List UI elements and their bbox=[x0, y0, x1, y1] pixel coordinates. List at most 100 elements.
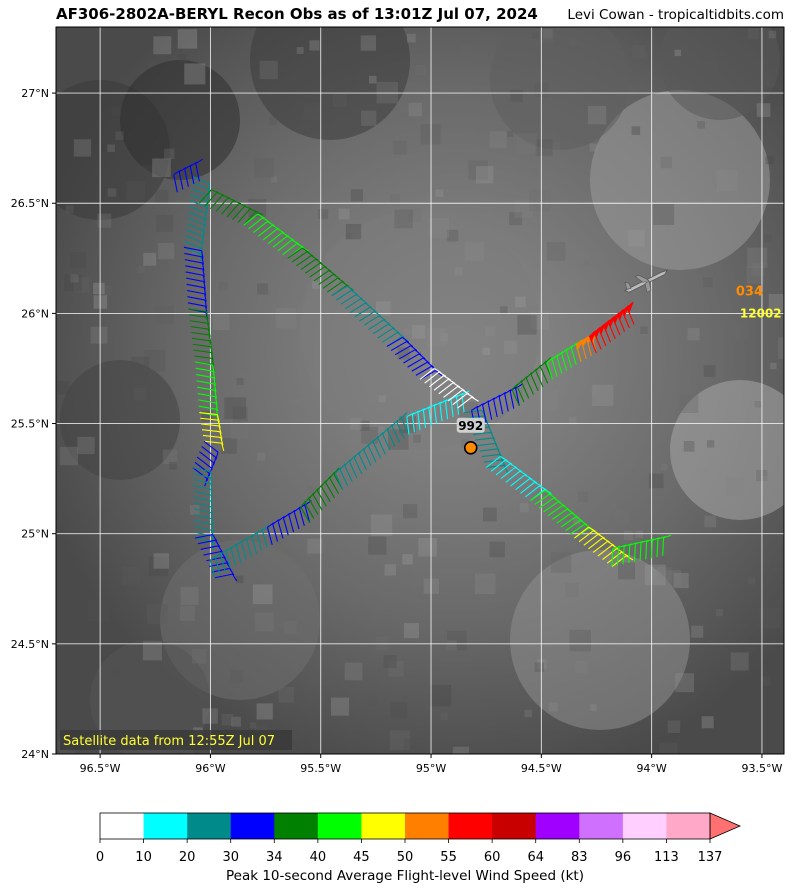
wind-barb-flag bbox=[209, 555, 218, 561]
wind-barb-staff bbox=[327, 281, 343, 293]
cloud-texture bbox=[77, 436, 95, 455]
wind-barb-staff bbox=[184, 259, 203, 264]
colorbar-tick-label: 45 bbox=[353, 850, 370, 865]
wind-barb-flag bbox=[324, 266, 332, 272]
wind-barb-staff bbox=[515, 478, 531, 491]
wind-barb-staff bbox=[194, 533, 213, 539]
wind-barb-flag bbox=[657, 535, 666, 540]
wind-barb-staff bbox=[204, 192, 218, 207]
cloud-texture bbox=[256, 703, 273, 720]
wind-barb-staff bbox=[186, 277, 204, 283]
wind-barb-staff bbox=[203, 440, 222, 444]
cloud-texture bbox=[697, 120, 706, 129]
wind-barb-flag bbox=[201, 256, 204, 265]
cloud-texture bbox=[408, 209, 422, 222]
wind-barb-staff bbox=[304, 505, 311, 523]
wind-barb-staff bbox=[186, 223, 204, 232]
cloud-texture bbox=[660, 463, 668, 471]
wind-barb-segment bbox=[183, 246, 208, 321]
cloud-texture bbox=[482, 347, 490, 356]
wind-barb-flag bbox=[210, 346, 213, 355]
wind-barb-staff bbox=[645, 541, 648, 560]
wind-barb-flag bbox=[406, 341, 414, 348]
latitude-ticks: 24°N 24.5°N 25°N 25.5°N 26°N 26.5°N 27°N bbox=[11, 87, 56, 761]
wind-barb-flag bbox=[291, 239, 300, 245]
cloud-texture bbox=[569, 629, 591, 652]
wind-barb-staff bbox=[210, 194, 223, 210]
wind-barb-staff bbox=[193, 349, 212, 354]
wind-barb-staff bbox=[198, 405, 217, 410]
wind-barb-staff bbox=[340, 294, 357, 305]
cloud-texture bbox=[111, 106, 121, 116]
cloud-texture bbox=[148, 556, 169, 577]
wind-barb-flag bbox=[556, 351, 564, 357]
longitude-tick-label: 96.5°W bbox=[80, 762, 121, 775]
wind-barb-staff bbox=[196, 456, 212, 469]
wind-barb-flag bbox=[466, 393, 475, 399]
cloud-texture bbox=[489, 541, 505, 558]
wind-barb-staff bbox=[193, 508, 212, 514]
wind-barb-flag bbox=[629, 542, 638, 546]
cloud-texture bbox=[226, 206, 239, 219]
wind-barb-staff bbox=[452, 393, 468, 405]
wind-barb-flag bbox=[195, 158, 203, 165]
cloud-texture bbox=[107, 188, 117, 197]
wind-barb-flag bbox=[217, 420, 221, 429]
wind-barb-flag bbox=[471, 405, 479, 411]
wind-barb-flag bbox=[448, 378, 456, 384]
wind-barb-flag bbox=[435, 370, 443, 376]
wind-barb-flag bbox=[618, 544, 627, 549]
wind-barb-staff bbox=[230, 548, 237, 566]
cloud-texture bbox=[270, 752, 277, 754]
wind-barb-staff bbox=[570, 347, 577, 365]
wind-barb-staff bbox=[186, 289, 205, 295]
wind-barb-flag bbox=[214, 396, 218, 405]
wind-barb-flag bbox=[210, 489, 213, 498]
wind-barb-flag bbox=[216, 414, 220, 423]
wind-barb-flag bbox=[397, 332, 405, 338]
wind-barb-staff bbox=[455, 396, 460, 415]
wind-barb-staff bbox=[282, 517, 289, 536]
cloud-texture bbox=[236, 378, 244, 386]
cloud-texture bbox=[338, 208, 350, 220]
cloud-texture bbox=[133, 387, 147, 401]
cloud-texture bbox=[675, 673, 695, 693]
wind-barb-flag bbox=[492, 437, 498, 446]
wind-barb-staff bbox=[574, 526, 590, 539]
wind-barb-flag bbox=[227, 197, 236, 202]
wind-barb-staff bbox=[457, 396, 473, 409]
cloud-texture bbox=[746, 266, 764, 284]
wind-barb-staff bbox=[199, 411, 218, 416]
wind-barb-flag bbox=[220, 437, 224, 446]
wind-barb-staff bbox=[325, 482, 335, 499]
cloud-texture bbox=[153, 36, 172, 55]
cloud-texture bbox=[532, 32, 539, 39]
cloud-texture bbox=[589, 143, 598, 152]
wind-barb-flag bbox=[210, 352, 214, 361]
dropsonde-id: 034 bbox=[736, 284, 763, 299]
cloud-texture bbox=[142, 165, 154, 177]
wind-barb-staff bbox=[185, 235, 203, 243]
wind-barb-staff bbox=[316, 490, 327, 507]
wind-barb-flag bbox=[426, 361, 434, 368]
cloud-texture bbox=[440, 712, 448, 721]
wind-barb-flag bbox=[515, 383, 523, 389]
cloud-texture bbox=[514, 199, 533, 218]
cloud-texture bbox=[93, 282, 105, 295]
cloud-texture bbox=[232, 406, 248, 422]
cloud-texture bbox=[375, 301, 391, 316]
wind-barb-flag bbox=[257, 213, 265, 219]
wind-barb-staff bbox=[189, 199, 207, 208]
wind-barb-flag bbox=[346, 285, 354, 292]
cloud-texture bbox=[763, 234, 772, 243]
cloud-texture bbox=[428, 217, 449, 239]
wind-barb-staff bbox=[515, 388, 520, 407]
wind-barb-flag bbox=[611, 544, 620, 550]
colorbar-extend-arrow bbox=[709, 812, 742, 840]
cloud-texture bbox=[191, 649, 207, 664]
cloud-texture bbox=[427, 327, 447, 347]
wind-barb-flag bbox=[372, 435, 380, 443]
map-title: AF306-2802A-BERYL Recon Obs as of 13:01Z… bbox=[56, 5, 538, 23]
cloud-texture bbox=[530, 311, 549, 330]
wind-barb-staff bbox=[296, 255, 312, 267]
